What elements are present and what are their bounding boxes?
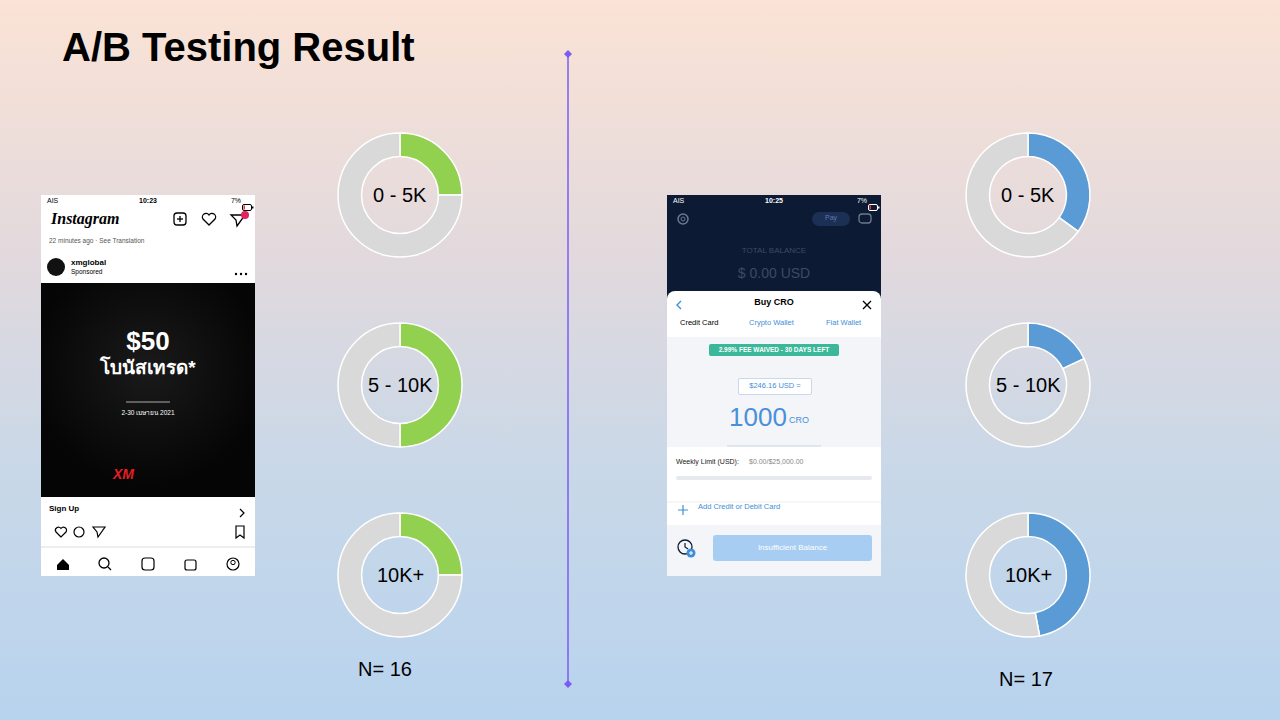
html-text:Credit Card: Credit Card <box>680 318 719 327</box>
svg-text:5 - 10K: 5 - 10K <box>368 374 433 396</box>
html-text:2-30 เมษายน 2021: 2-30 เมษายน 2021 <box>121 409 175 416</box>
html-text:A/B Testing Result: A/B Testing Result <box>62 25 415 69</box>
svg-text:10K+: 10K+ <box>1005 564 1052 586</box>
html-text:Insufficient Balance: Insufficient Balance <box>757 543 828 552</box>
html-text:Crypto Wallet: Crypto Wallet <box>749 318 794 327</box>
svg-text:0 - 5K: 0 - 5K <box>373 184 427 206</box>
html-text:Instagram: Instagram <box>51 210 120 227</box>
html-text:7%: 7% <box>856 197 867 204</box>
html-text:10:25: 10:25 <box>765 197 783 204</box>
svg-text:10K+: 10K+ <box>377 564 424 586</box>
html-text:โบนัสเทรด*: โบนัสเทรด* <box>100 357 196 378</box>
html-text:1000: 1000 <box>729 402 787 432</box>
html-text:TOTAL BALANCE: TOTAL BALANCE <box>741 246 807 255</box>
html-text:Buy CRO: Buy CRO <box>754 297 794 307</box>
html-text:$ 0.00 USD: $ 0.00 USD <box>737 265 811 281</box>
html-text:Pay: Pay <box>825 214 837 221</box>
html-text:22 minutes ago · See Translati: 22 minutes ago · See Translation <box>49 237 145 244</box>
html-text:CRO: CRO <box>789 415 809 425</box>
svg-text:0 - 5K: 0 - 5K <box>1001 184 1055 206</box>
html-text:$246.16 USD =: $246.16 USD = <box>749 381 801 390</box>
svg-text:5 - 10K: 5 - 10K <box>996 374 1061 396</box>
html-text:N= 17: N= 17 <box>999 668 1053 690</box>
html-text:$50: $50 <box>126 326 170 356</box>
html-text:Sponsored: Sponsored <box>71 268 103 275</box>
html-text:7%: 7% <box>230 197 241 204</box>
html-text:$0.00/$25,000.00: $0.00/$25,000.00 <box>749 458 804 465</box>
html-text:Fiat Wallet: Fiat Wallet <box>826 318 862 327</box>
html-text:10:23: 10:23 <box>139 197 157 204</box>
html-text:Weekly Limit (USD):: Weekly Limit (USD): <box>676 458 739 465</box>
html-text:xmglobal: xmglobal <box>71 258 107 267</box>
html-text:Sign Up: Sign Up <box>49 504 80 513</box>
html-text:N= 16: N= 16 <box>358 658 412 680</box>
html-text:XM: XM <box>113 466 134 482</box>
html-text:2.99% FEE WAIVED - 30 DAYS LEF: 2.99% FEE WAIVED - 30 DAYS LEFT <box>718 346 830 353</box>
html-text:AIS: AIS <box>673 197 685 204</box>
html-text:AIS: AIS <box>47 197 59 204</box>
html-text:Add Credit or Debit Card: Add Credit or Debit Card <box>698 502 781 511</box>
